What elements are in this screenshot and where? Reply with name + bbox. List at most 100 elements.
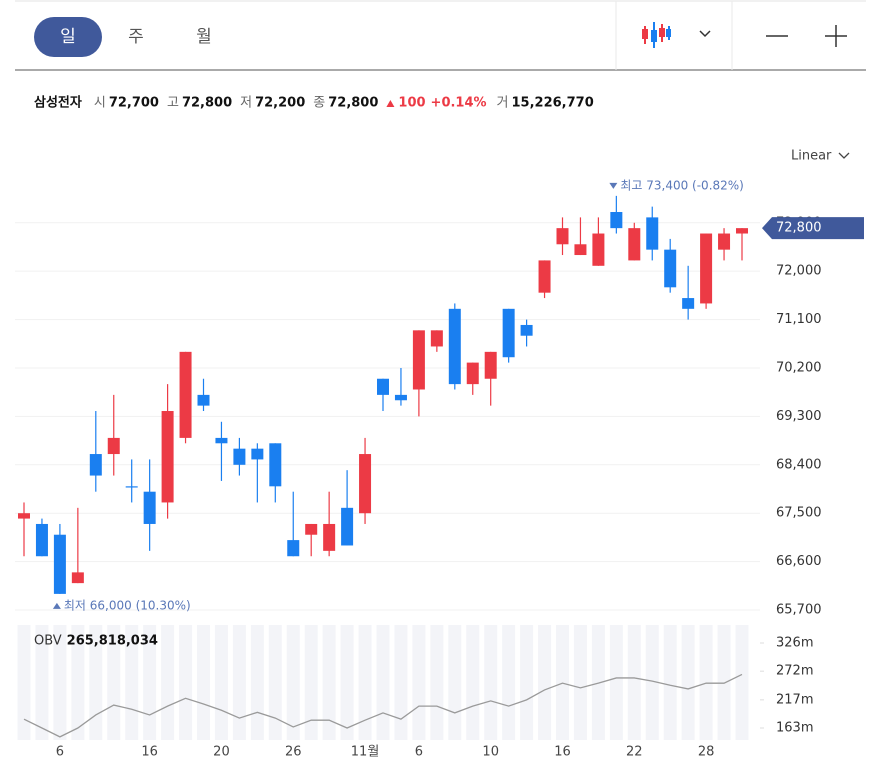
obv-stripe [412,625,426,740]
change-percent: +0.14% [431,96,487,111]
candle-body [466,362,479,385]
candle-body [107,437,120,455]
x-tick-label: 11월 [351,745,380,760]
change-amount: 100 [398,96,425,111]
obv-stripe [466,625,480,740]
x-tick-label: 16 [554,745,571,760]
tab[interactable]: 주 [128,27,144,47]
x-tick-label: 22 [626,745,643,760]
quote-value: 15,226,770 [512,96,594,111]
tab-active-bg [34,17,102,57]
obv-stripe [17,625,31,740]
candle-body [341,507,354,546]
obv-stripe [286,625,300,740]
y-tick-label: 66,600 [776,554,822,569]
x-tick-label: 6 [56,745,64,760]
quote-value: 72,700 [109,96,159,111]
tab[interactable]: 일 [60,27,76,47]
obv-stripe [699,625,713,740]
obv-stripe [340,625,354,740]
candle-body [700,233,713,304]
obv-stripe [376,625,390,740]
quote-label: 종 [313,96,325,111]
obv-stripe [125,625,139,740]
obv-stripe [232,625,246,740]
y-tick-label: 217m [776,692,813,707]
obv-stripe [53,625,67,740]
obv-stripe [268,625,282,740]
quote-line: 삼성전자 시 72,700 고 72,800 저 72,200 종 72,800 100 +0.14… [34,95,594,111]
candle-body [251,448,264,460]
quote-value: 72,800 [182,96,232,111]
dropdown-chevron[interactable] [699,30,711,38]
candle-body [71,572,84,584]
tab[interactable]: 월 [196,27,212,47]
candle-body [287,540,300,557]
candle-body [430,330,443,347]
quote-label: 저 [240,96,252,111]
candle-body [538,260,551,293]
candle-body [484,351,497,379]
y-tick-label: 69,300 [776,409,822,424]
quote-value: 72,200 [255,96,305,111]
scale-select[interactable]: Linear [791,149,832,164]
x-tick-label: 20 [213,745,230,760]
obv-current: 265,818,034 [67,634,158,649]
candle-body [556,228,569,245]
candle-body [179,351,192,438]
scale-chevron[interactable] [838,152,850,159]
quote-value: 72,800 [328,96,378,111]
obv-stripe [484,625,498,740]
low-annotation: 최저 66,000 (10.30%) [64,598,191,612]
candle-body [305,523,318,535]
obv-stripe [681,625,695,740]
candle-body [215,437,228,444]
candle-body [89,454,102,476]
price-tag [762,217,864,240]
obv-stripe [430,625,444,740]
obv-stripe [143,625,157,740]
candle-body [610,212,623,229]
candle-body [592,233,605,266]
y-tick-label: 163m [776,721,813,736]
candle-body [161,411,174,503]
candle-body [628,228,641,261]
x-tick-label: 16 [141,745,158,760]
obv-title: OBV [34,634,62,649]
obv-stripe [179,625,193,740]
y-tick-label: 71,100 [776,312,822,327]
y-tick-label: 272m [776,664,813,679]
candle-body [736,228,748,234]
obv-stripe [304,625,318,740]
obv-stripe [520,625,534,740]
x-tick-label: 6 [415,745,423,760]
obv-stripe [71,625,85,740]
candle-body [448,308,461,385]
y-tick-label: 65,700 [776,603,822,618]
obv-stripe [627,625,641,740]
candle-body [53,534,66,594]
chart-type-icon[interactable] [642,22,671,48]
obv-stripe [663,625,677,740]
zoom-in[interactable] [825,25,847,47]
obv-stripe [161,625,175,740]
obv-stripe [502,625,516,740]
candle-body [197,394,210,406]
obv-stripe [573,625,587,740]
candle-body [18,513,30,519]
candle-body [664,249,677,288]
candle-body [412,330,425,390]
candle-body [394,394,407,401]
x-tick-label: 26 [285,745,302,760]
obv-stripe [107,625,121,740]
high-annotation: 최고 73,400 (-0.82%) [620,178,744,192]
obv-stripe [609,625,623,740]
obv-stripe [645,625,659,740]
candle-body [359,454,372,514]
candle-body [269,443,282,487]
obv-stripe [214,625,228,740]
candle-body [377,378,389,395]
obv-stripe [448,625,462,740]
